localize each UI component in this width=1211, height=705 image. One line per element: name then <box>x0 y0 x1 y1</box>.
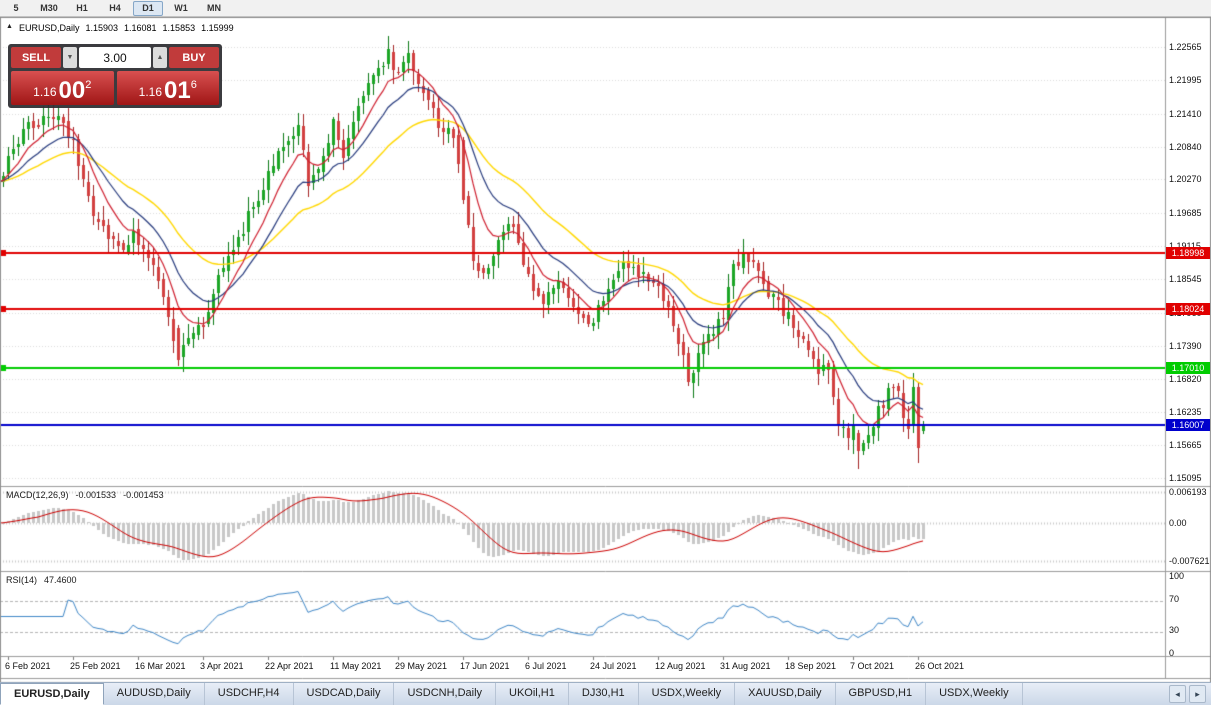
chart-tab-8-xauusd-daily[interactable]: XAUUSD,Daily <box>735 683 836 705</box>
date-axis-label-13: 7 Oct 2021 <box>850 661 895 671</box>
buy-button[interactable]: BUY <box>169 47 219 68</box>
chart-title: EURUSD,Daily <box>18 23 80 33</box>
chart-tab-3-usdcad-daily[interactable]: USDCAD,Daily <box>294 683 395 705</box>
date-axis-label-5: 11 May 2021 <box>330 661 382 671</box>
tab-scroll-right-button[interactable]: ▸ <box>1189 685 1206 703</box>
price-axis-label-9: 1.17390 <box>1169 341 1202 351</box>
buy-price-big: 01 <box>164 77 191 104</box>
macd-axis-label-2: -0.007621 <box>1169 556 1210 566</box>
hline-price-tag-3[interactable]: 1.16007 <box>1166 419 1210 431</box>
buy-price-sup: 6 <box>190 79 197 91</box>
sell-button[interactable]: SELL <box>11 47 61 68</box>
timeframe-button-m30[interactable]: M30 <box>40 2 58 13</box>
timeframe-button-w1[interactable]: W1 <box>174 2 188 13</box>
chart-tab-7-usdx-weekly[interactable]: USDX,Weekly <box>639 683 736 705</box>
ohlc-close: 1.15999 <box>201 23 234 33</box>
date-axis-label-4: 22 Apr 2021 <box>265 661 314 671</box>
date-axis-label-0: 6 Feb 2021 <box>5 661 51 671</box>
price-axis-label-13: 1.15095 <box>1169 473 1202 483</box>
timeframe-button-5[interactable]: 5 <box>13 2 19 13</box>
date-axis-label-2: 16 Mar 2021 <box>135 661 186 671</box>
macd-axis-label-1: 0.00 <box>1169 518 1187 528</box>
chart-tab-2-usdchf-h4[interactable]: USDCHF,H4 <box>205 683 294 705</box>
sell-price-prefix: 1.16 <box>33 85 57 99</box>
chart-tab-6-dj30-h1[interactable]: DJ30,H1 <box>569 683 639 705</box>
price-axis-label-3: 1.20840 <box>1169 142 1202 152</box>
sell-price-big: 00 <box>58 77 86 104</box>
rsi-indicator-label: RSI(14) 47.4600 <box>6 575 77 585</box>
tab-scroll-arrows: ◂ ▸ <box>1169 683 1211 705</box>
macd-signal-value: -0.001453 <box>123 490 164 500</box>
rsi-name: RSI(14) <box>6 575 38 585</box>
macd-axis-label-0: 0.006193 <box>1169 487 1207 497</box>
macd-name: MACD(12,26,9) <box>6 490 69 500</box>
ohlc-high: 1.16081 <box>124 23 157 33</box>
price-axis-label-4: 1.20270 <box>1169 174 1202 184</box>
timeframe-button-h4[interactable]: H4 <box>109 2 121 13</box>
buy-price-display[interactable]: 1.16 01 6 <box>116 71 219 105</box>
sell-price-sup: 2 <box>85 79 92 91</box>
timeframe-button-h1[interactable]: H1 <box>76 2 88 13</box>
ohlc-low: 1.15853 <box>162 23 196 33</box>
lot-step-down-button[interactable]: ▼ <box>63 47 77 68</box>
sell-price-display[interactable]: 1.16 00 2 <box>11 71 114 105</box>
chart-tab-5-ukoil-h1[interactable]: UKOil,H1 <box>496 683 569 705</box>
date-axis-label-6: 29 May 2021 <box>395 661 448 671</box>
rsi-axis-label-3: 0 <box>1169 648 1175 658</box>
date-axis-label-7: 17 Jun 2021 <box>460 661 510 671</box>
date-axis-label-14: 26 Oct 2021 <box>915 661 965 671</box>
chart-tab-9-gbpusd-h1[interactable]: GBPUSD,H1 <box>836 683 927 705</box>
rsi-axis-label-2: 30 <box>1169 625 1180 635</box>
hline-price-tag-2[interactable]: 1.17010 <box>1166 362 1210 374</box>
chart-tab-4-usdcnh-daily[interactable]: USDCNH,Daily <box>394 683 497 705</box>
tab-scroll-left-button[interactable]: ◂ <box>1169 685 1186 703</box>
timeframe-button-mn[interactable]: MN <box>207 2 221 13</box>
price-axis-label-12: 1.15665 <box>1169 440 1202 450</box>
date-axis-label-9: 24 Jul 2021 <box>590 661 637 671</box>
ohlc-open: 1.15903 <box>85 23 118 33</box>
date-axis-label-3: 3 Apr 2021 <box>200 661 244 671</box>
date-axis-label-10: 12 Aug 2021 <box>655 661 706 671</box>
rsi-axis-label-1: 70 <box>1169 594 1180 604</box>
chart-ohlc-header: ▲ EURUSD,Daily 1.15903 1.16081 1.15853 1… <box>6 23 234 33</box>
chart-tab-0-eurusd-daily[interactable]: EURUSD,Daily <box>0 683 104 705</box>
chart-tabs: EURUSD,Daily AUDUSD,Daily USDCHF,H4 USDCAD,… <box>0 683 1023 705</box>
date-axis-label-1: 25 Feb 2021 <box>70 661 121 671</box>
macd-main-value: -0.001533 <box>75 490 117 500</box>
price-axis-label-11: 1.16235 <box>1169 407 1202 417</box>
hline-price-tag-0[interactable]: 1.18998 <box>1166 247 1210 259</box>
macd-indicator-label: MACD(12,26,9) -0.001533 -0.001453 <box>6 490 164 500</box>
price-axis-label-5: 1.19685 <box>1169 208 1202 218</box>
lot-step-up-button[interactable]: ▲ <box>153 47 167 68</box>
timeframe-button-d1[interactable]: D1 <box>133 0 163 16</box>
one-click-trading-panel: SELL ▼ 3.00 ▲ BUY 1.16 00 2 1.16 01 6 <box>8 44 222 108</box>
chart-tab-10-usdx-weekly[interactable]: USDX,Weekly <box>926 683 1023 705</box>
chart-tab-1-audusd-daily[interactable]: AUDUSD,Daily <box>104 683 205 705</box>
date-axis-label-8: 6 Jul 2021 <box>525 661 567 671</box>
price-axis-label-1: 1.21995 <box>1169 75 1202 85</box>
lot-size-input[interactable]: 3.00 <box>79 47 151 68</box>
chart-tab-bar: EURUSD,Daily AUDUSD,Daily USDCHF,H4 USDCAD,… <box>0 682 1211 705</box>
price-axis-label-7: 1.18545 <box>1169 274 1202 284</box>
timeframe-toolbar: 5 M30 H1 H4 D1 W1 MN <box>0 0 1211 17</box>
price-axis-label-6: 1.19115 <box>1169 241 1201 251</box>
date-axis-label-12: 18 Sep 2021 <box>785 661 837 671</box>
date-axis-label-11: 31 Aug 2021 <box>720 661 771 671</box>
hline-price-tag-1[interactable]: 1.18024 <box>1166 303 1210 315</box>
price-axis-label-0: 1.22565 <box>1169 42 1202 52</box>
rsi-axis-label-0: 100 <box>1169 571 1185 581</box>
collapse-chart-icon[interactable]: ▲ <box>6 23 13 30</box>
buy-price-prefix: 1.16 <box>138 85 163 99</box>
rsi-value: 47.4600 <box>44 575 77 585</box>
price-axis-label-10: 1.16820 <box>1169 374 1202 384</box>
price-axis-label-2: 1.21410 <box>1169 109 1202 119</box>
